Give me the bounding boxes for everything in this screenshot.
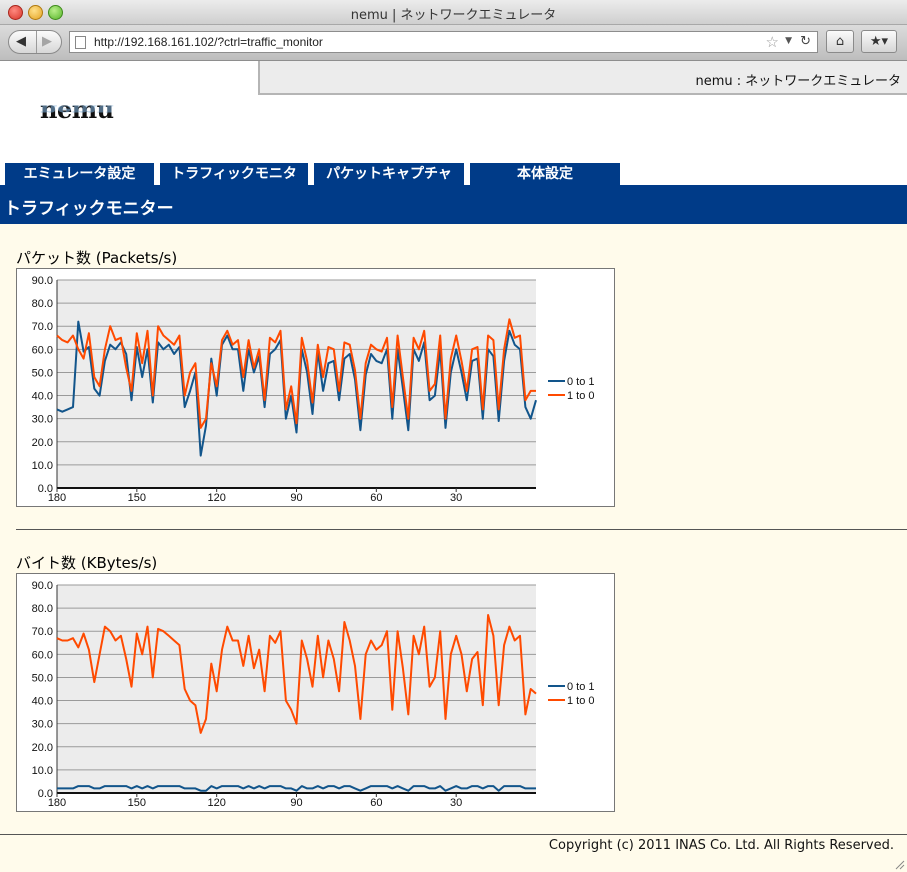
- x-tick-label: 120: [207, 797, 225, 809]
- main-menu: エミュレータ設定 トラフィックモニタ パケットキャプチャ 本体設定: [0, 163, 907, 185]
- y-tick-label: 90.0: [32, 275, 53, 287]
- y-tick-label: 10.0: [32, 765, 53, 777]
- menu-emulator-settings[interactable]: エミュレータ設定: [5, 163, 154, 185]
- legend-label: 0 to 1: [567, 681, 595, 693]
- y-tick-label: 70.0: [32, 321, 53, 333]
- x-tick-label: 60: [370, 797, 382, 809]
- y-tick-label: 90.0: [32, 580, 53, 592]
- legend-label: 0 to 1: [567, 376, 595, 388]
- series-line-0to1: [56, 320, 537, 457]
- x-tick-label: 150: [128, 797, 146, 809]
- menu-packet-capture[interactable]: パケットキャプチャ: [314, 163, 464, 185]
- minimize-window-button[interactable]: [28, 5, 43, 20]
- bytes-chart: 90.0 80.0 70.0 60.0 50.0 40.0 30.0 20.0 10.0 0.0 1…: [16, 573, 615, 812]
- browser-toolbar: ◀ ▶ http://192.168.161.102/?ctrl=traffic…: [0, 25, 907, 61]
- back-arrow-icon[interactable]: ◀: [16, 34, 26, 49]
- y-tick-label: 60.0: [32, 344, 53, 356]
- url-text[interactable]: http://192.168.161.102/?ctrl=traffic_mon…: [94, 35, 323, 49]
- bookmark-star-icon[interactable]: ☆: [765, 33, 779, 51]
- y-tick-label: 20.0: [32, 742, 53, 754]
- bookmarks-icon: ★▾: [869, 34, 889, 49]
- copyright-text: Copyright (c) 2011 INAS Co. Ltd. All Rig…: [548, 838, 894, 853]
- menu-traffic-monitor[interactable]: トラフィックモニタ: [160, 163, 308, 185]
- address-bar[interactable]: http://192.168.161.102/?ctrl=traffic_mon…: [69, 31, 818, 53]
- y-tick-label: 40.0: [32, 696, 53, 708]
- nav-separator: [36, 31, 37, 53]
- y-tick-label: 40.0: [32, 391, 53, 403]
- y-tick-label: 20.0: [32, 437, 53, 449]
- series-line-1to0: [56, 614, 537, 734]
- page-title: トラフィックモニター: [4, 199, 174, 219]
- bookmarks-menu-button[interactable]: ★▾: [861, 30, 897, 53]
- x-tick-label: 90: [290, 797, 302, 809]
- plot-area: [57, 280, 536, 488]
- y-tick-label: 50.0: [32, 367, 53, 379]
- close-window-button[interactable]: [8, 5, 23, 20]
- y-tick-label: 30.0: [32, 719, 53, 731]
- nemu-logo-reflection: nemu: [40, 102, 114, 118]
- footer-divider: [0, 834, 907, 835]
- y-tick-label: 10.0: [32, 460, 53, 472]
- site-header: nemu : ネットワークエミュレータ nemu nemu: [0, 61, 907, 163]
- packets-section-title: パケット数 (Packets/s): [16, 249, 178, 267]
- x-tick-label: 30: [450, 492, 462, 504]
- legend-label: 1 to 0: [567, 695, 595, 707]
- legend-label: 1 to 0: [567, 390, 595, 402]
- plot-area: [57, 585, 536, 793]
- y-tick-label: 80.0: [32, 603, 53, 615]
- window-titlebar: nemu | ネットワークエミュレータ: [0, 0, 907, 25]
- packets-chart-svg: 90.080.070.060.050.040.030.020.010.00.01…: [32, 275, 595, 504]
- x-tick-label: 30: [450, 797, 462, 809]
- history-dropdown-icon[interactable]: ▼: [785, 36, 792, 46]
- x-tick-label: 180: [48, 492, 66, 504]
- nav-buttons: ◀ ▶: [8, 30, 62, 54]
- nemu-logo[interactable]: nemu: [40, 95, 114, 124]
- y-tick-label: 60.0: [32, 649, 53, 661]
- header-tab: nemu : ネットワークエミュレータ: [258, 61, 907, 95]
- page-title-bar: トラフィックモニター: [0, 185, 907, 224]
- x-tick-label: 120: [207, 492, 225, 504]
- resize-grip-icon[interactable]: [893, 858, 905, 870]
- y-tick-label: 30.0: [32, 414, 53, 426]
- y-tick-label: 0.0: [38, 788, 53, 800]
- x-tick-label: 180: [48, 797, 66, 809]
- x-tick-label: 150: [128, 492, 146, 504]
- header-tab-label: nemu : ネットワークエミュレータ: [695, 74, 901, 89]
- packets-chart: 90.0 80.0 70.0 60.0 50.0 40.0 30.0 20.0 10.0 0.0 1…: [16, 268, 615, 507]
- window-title: nemu | ネットワークエミュレータ: [350, 8, 557, 23]
- x-tick-label: 60: [370, 492, 382, 504]
- series-line-0to1: [57, 785, 536, 792]
- y-tick-label: 70.0: [32, 626, 53, 638]
- y-tick-label: 50.0: [32, 672, 53, 684]
- series-line-1to0: [56, 318, 536, 429]
- x-tick-label: 90: [290, 492, 302, 504]
- section-divider: [16, 529, 907, 530]
- bytes-section-title: バイト数 (KBytes/s): [16, 554, 158, 572]
- home-button[interactable]: ⌂: [826, 30, 854, 53]
- reload-icon[interactable]: ↻: [800, 34, 811, 49]
- home-icon: ⌂: [835, 34, 845, 49]
- zoom-window-button[interactable]: [48, 5, 63, 20]
- bytes-chart-svg: 90.080.070.060.050.040.030.020.010.00.01…: [32, 580, 595, 809]
- forward-arrow-icon[interactable]: ▶: [42, 34, 52, 49]
- y-tick-label: 0.0: [38, 483, 53, 495]
- page-icon: [75, 36, 86, 49]
- y-tick-label: 80.0: [32, 298, 53, 310]
- menu-device-settings[interactable]: 本体設定: [470, 163, 620, 185]
